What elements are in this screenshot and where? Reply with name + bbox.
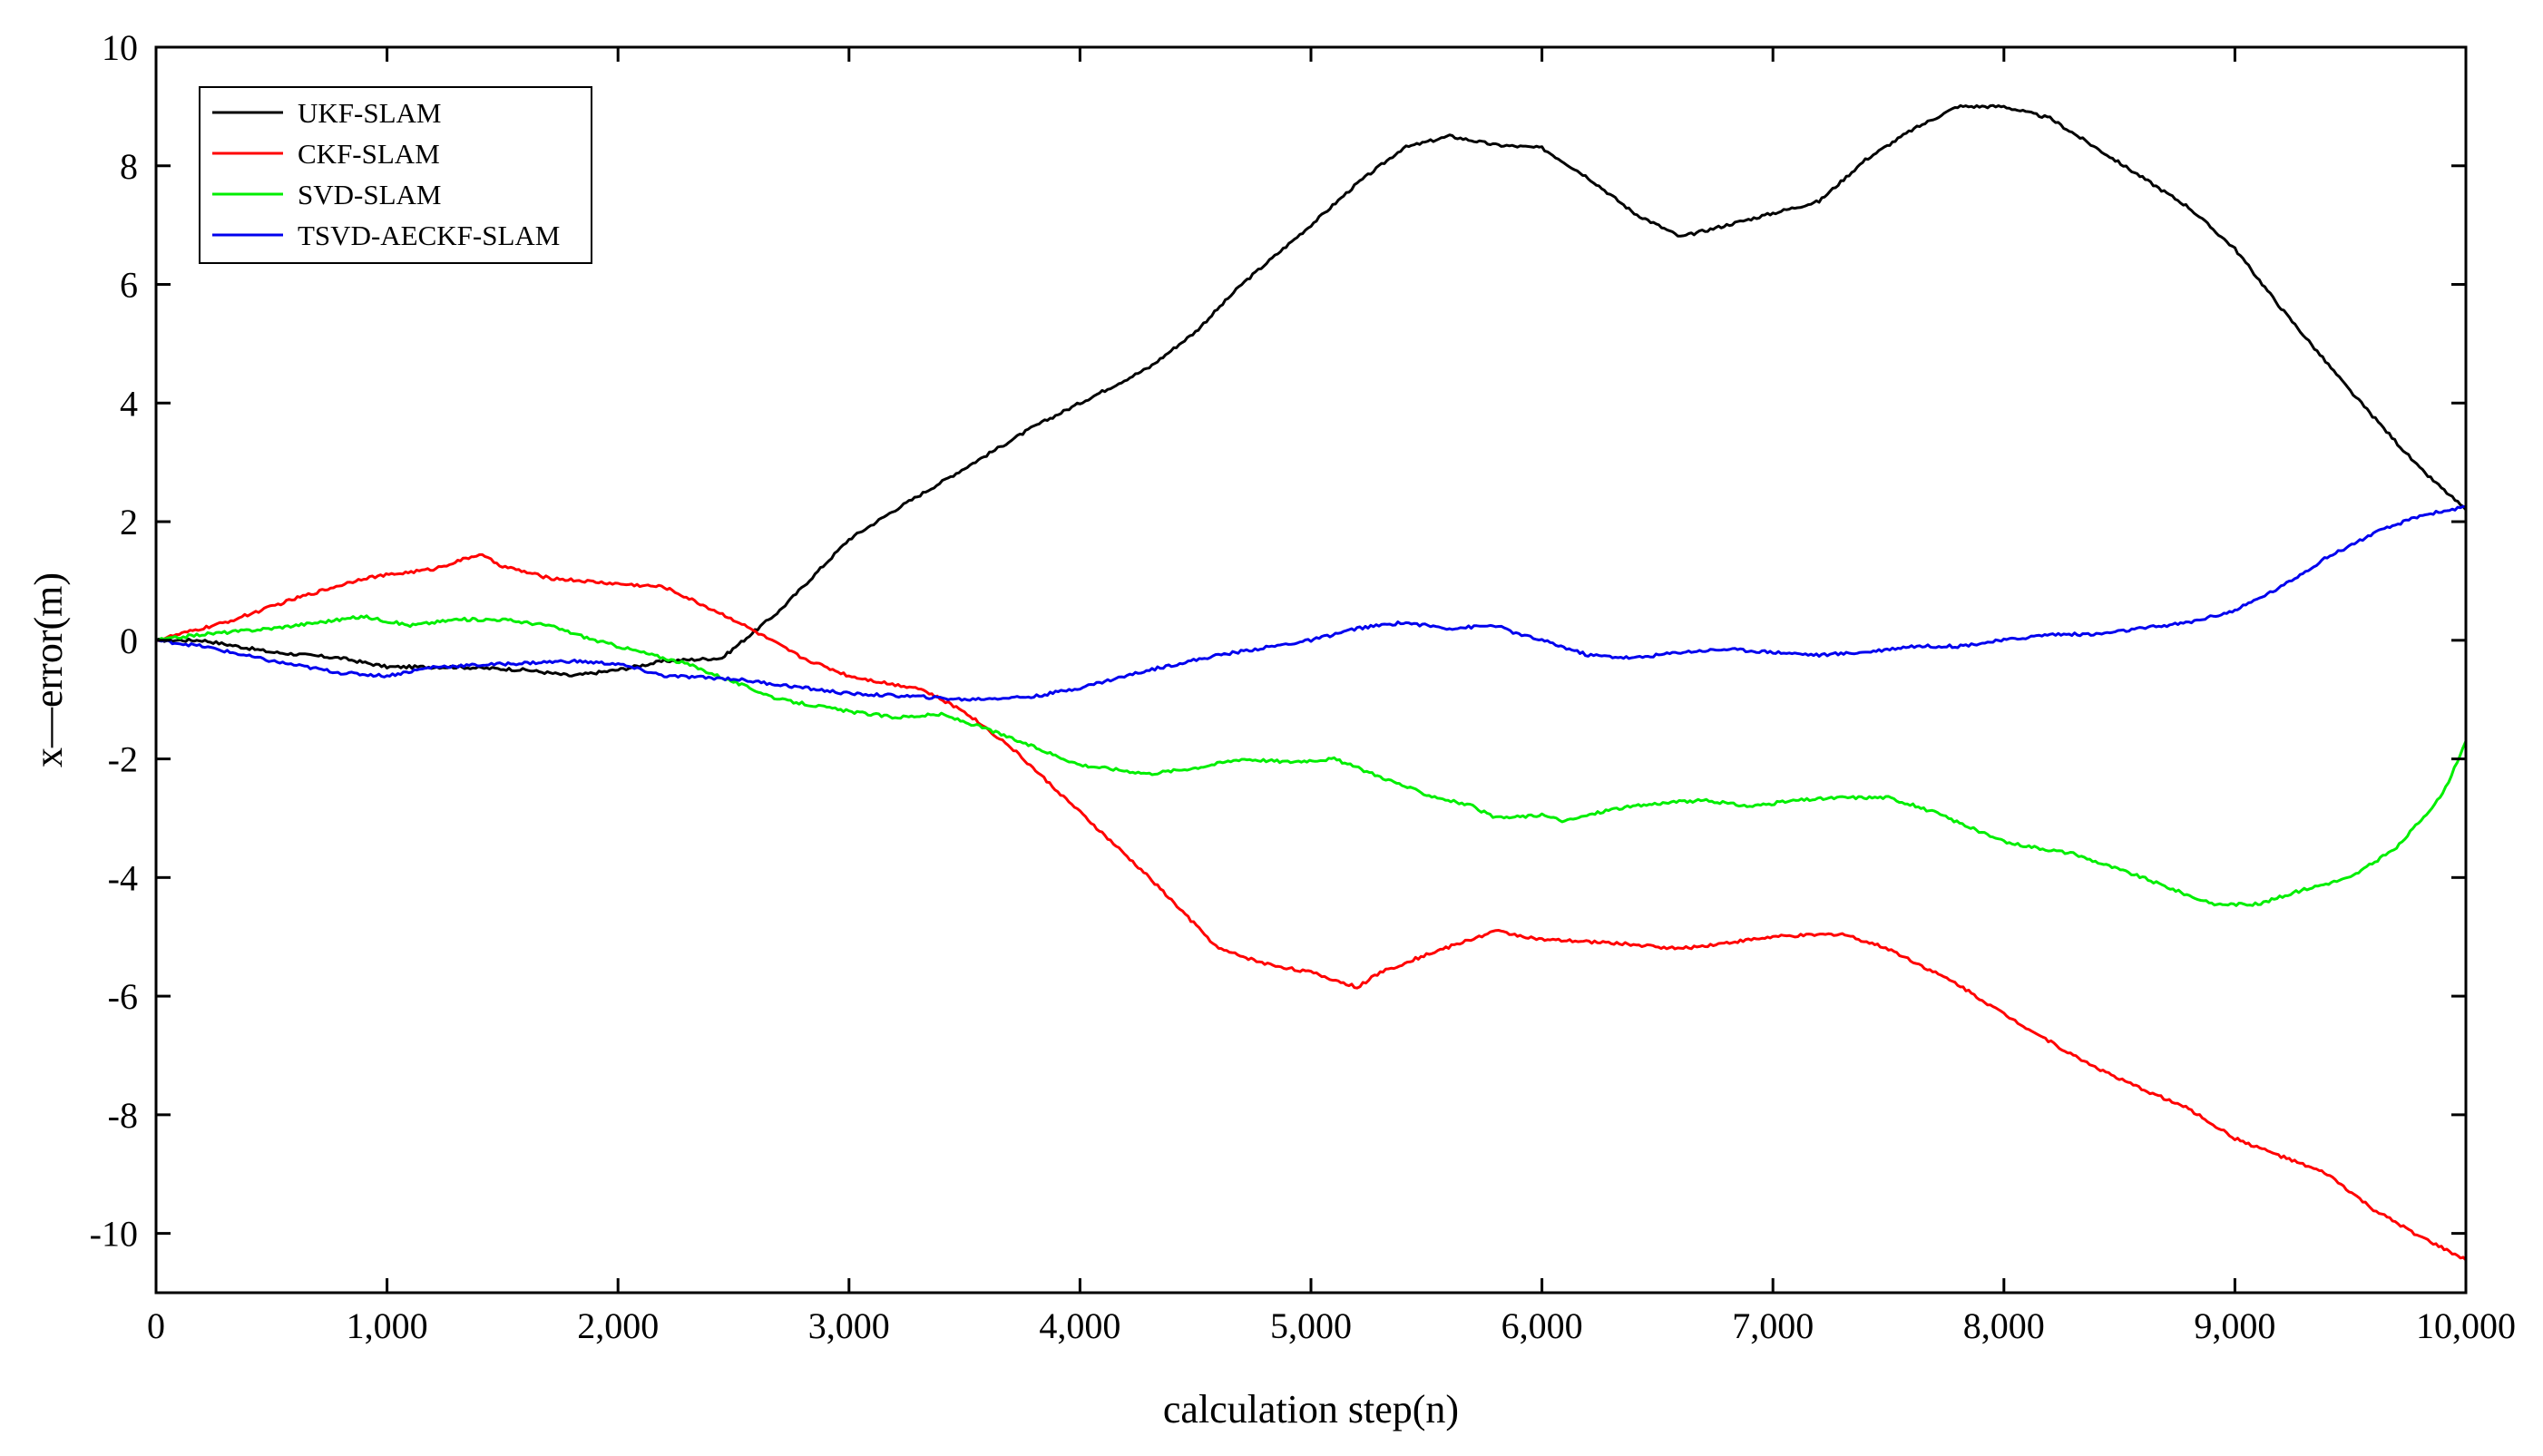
- series-line-3: [155, 614, 2468, 907]
- y-tick-label: 10: [102, 27, 138, 68]
- x-tick-label: 8,000: [1963, 1305, 2045, 1346]
- x-tick-label: 10,000: [2416, 1305, 2516, 1346]
- x-tick-label: 5,000: [1270, 1305, 1352, 1346]
- x-tick-label: 4,000: [1039, 1305, 1120, 1346]
- x-tick-label: 2,000: [577, 1305, 659, 1346]
- x-tick-label: 3,000: [808, 1305, 890, 1346]
- x-tick-label: 7,000: [1732, 1305, 1814, 1346]
- legend-label: SVD-SLAM: [298, 179, 441, 210]
- y-axis: -10 -8 -6 -4 -2 0 2 4 6 8 10: [90, 27, 2466, 1255]
- legend: UKF-SLAM CKF-SLAM SVD-SLAM TSVD-AECKF-SLAM: [199, 86, 592, 264]
- y-tick-label: -2: [108, 739, 138, 780]
- x-axis: 0 1,000 2,000 3,000 4,000 5,000 6,000 7,000 8,00…: [147, 47, 2516, 1346]
- x-tick-label: 0: [147, 1305, 165, 1346]
- y-axis-title: x—error(m): [26, 572, 71, 767]
- y-tick-label: 0: [120, 621, 138, 661]
- legend-label: CKF-SLAM: [298, 138, 440, 170]
- x-tick-label: 9,000: [2194, 1305, 2275, 1346]
- y-tick-label: -8: [108, 1095, 138, 1136]
- x-axis-title: calculation step(n): [1163, 1387, 1459, 1432]
- series-layer: [155, 103, 2468, 1262]
- series-line-4: [155, 504, 2467, 702]
- series-line-1: [155, 103, 2468, 678]
- series-line-2: [155, 552, 2468, 1262]
- y-tick-label: -10: [90, 1214, 138, 1255]
- y-tick-label: 4: [120, 383, 138, 424]
- y-tick-label: -6: [108, 976, 138, 1017]
- y-tick-label: -4: [108, 857, 138, 898]
- legend-label: TSVD-AECKF-SLAM: [298, 220, 560, 251]
- x-tick-label: 6,000: [1501, 1305, 1583, 1346]
- y-tick-label: 8: [120, 146, 138, 187]
- x-tick-label: 1,000: [347, 1305, 428, 1346]
- y-tick-label: 2: [120, 502, 138, 542]
- legend-label: UKF-SLAM: [298, 97, 441, 129]
- y-tick-label: 6: [120, 265, 138, 306]
